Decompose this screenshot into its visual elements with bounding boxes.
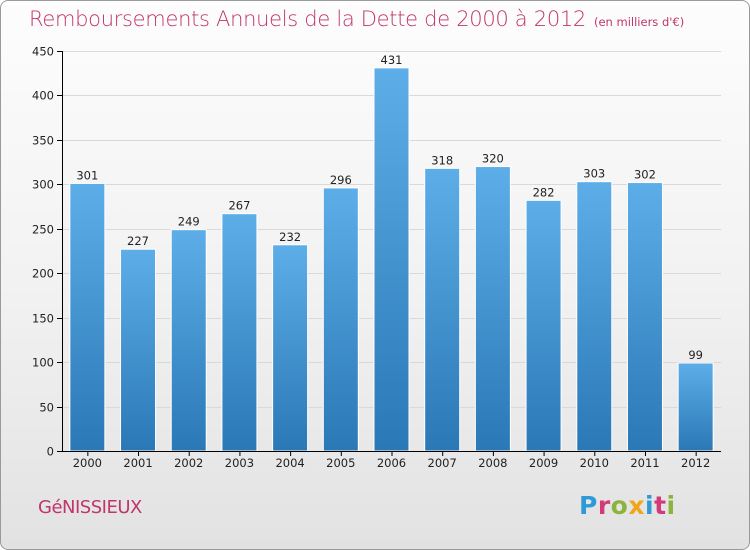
logo-letter: r [597, 491, 611, 520]
y-tick-label: 300 [32, 178, 54, 192]
data-label: 99 [688, 348, 703, 362]
bar [170, 229, 207, 452]
logo-letter: i [666, 491, 676, 520]
bar [373, 67, 410, 452]
bar [626, 182, 663, 452]
data-label: 249 [178, 215, 200, 229]
bar [525, 199, 562, 452]
data-label: 227 [127, 234, 149, 248]
x-tick-label: 2002 [174, 456, 203, 470]
y-tick-label: 150 [32, 312, 54, 326]
y-tick-label: 350 [32, 134, 54, 148]
x-tick-label: 2003 [225, 456, 254, 470]
data-label: 431 [381, 53, 403, 67]
x-tick-label: 2008 [478, 456, 507, 470]
x-tick-label: 2012 [681, 456, 710, 470]
chart-title: Remboursements Annuels de la Dette de 20… [29, 7, 586, 31]
logo-letter: x [628, 491, 645, 520]
y-tick-label: 0 [47, 445, 54, 459]
data-label: 282 [533, 185, 555, 199]
x-tick-label: 2004 [275, 456, 304, 470]
chart-unit: (en milliers d'€) [594, 15, 685, 29]
logo-letter: P [579, 491, 598, 520]
bar [120, 248, 157, 452]
x-tick-label: 2000 [73, 456, 102, 470]
bar [272, 244, 309, 452]
proxiti-logo: Proxiti [579, 491, 676, 520]
data-label: 232 [279, 230, 301, 244]
data-label: 320 [482, 152, 504, 166]
y-tick-label: 50 [39, 401, 54, 415]
bar [69, 182, 106, 452]
data-label: 301 [76, 168, 98, 182]
x-tick-label: 2007 [428, 456, 457, 470]
y-tick-label: 450 [32, 45, 54, 59]
x-tick-label: 2011 [630, 456, 659, 470]
logo-letter: o [610, 491, 629, 520]
logo-letter: i [645, 491, 655, 520]
y-tick-label: 100 [32, 356, 54, 370]
bar [474, 166, 511, 452]
data-label: 303 [583, 167, 605, 181]
data-label: 296 [330, 173, 352, 187]
logo-letter: t [654, 491, 667, 520]
bar [576, 181, 613, 452]
x-tick-label: 2006 [377, 456, 406, 470]
data-label: 302 [634, 168, 656, 182]
x-tick-label: 2001 [123, 456, 152, 470]
y-tick-label: 400 [32, 89, 54, 103]
bar [677, 362, 714, 452]
bar [322, 187, 359, 452]
data-label: 267 [228, 199, 250, 213]
x-tick-label: 2009 [529, 456, 558, 470]
bar [424, 167, 461, 452]
x-tick-label: 2005 [326, 456, 355, 470]
bar [221, 213, 258, 452]
chart-title-block: Remboursements Annuels de la Dette de 20… [29, 7, 684, 31]
y-tick-label: 250 [32, 223, 54, 237]
y-tick-label: 200 [32, 267, 54, 281]
data-label: 318 [431, 153, 453, 167]
commune-name: GéNISSIEUX [38, 497, 142, 518]
x-tick-label: 2010 [580, 456, 609, 470]
